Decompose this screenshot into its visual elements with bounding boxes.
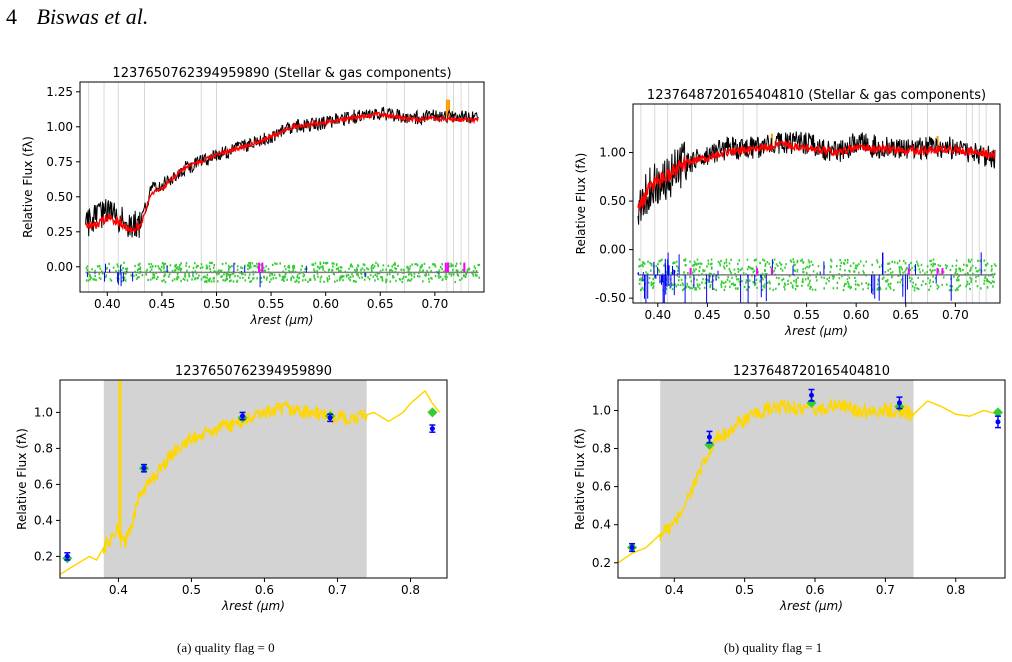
x-tick-label: 0.45: [149, 297, 176, 311]
x-tick-label: 0.45: [694, 308, 721, 322]
running-authors: Biswas et al.: [36, 4, 149, 29]
residual-points: [638, 258, 997, 292]
y-tick-label: 1.0: [34, 405, 53, 419]
x-tick-label: 0.60: [843, 308, 870, 322]
x-tick-label: 0.8: [946, 583, 965, 597]
page-header: 4 Biswas et al.: [6, 4, 148, 30]
photometry-point: [240, 413, 246, 419]
y-tick-label: 0.4: [34, 513, 53, 527]
y-axis-label: Relative Flux (fλ): [573, 428, 587, 530]
x-tick-label: 0.50: [203, 297, 230, 311]
y-tick-label: 1.00: [599, 146, 626, 160]
y-tick-label: 1.0: [592, 403, 611, 417]
synthetic-point: [992, 407, 1003, 418]
x-tick-label: 0.8: [401, 583, 420, 597]
chart-1: 0.40 0.45 0.50 0.55 0.60 0.65 0.70 0.00 0.25 0.50…: [21, 66, 485, 327]
x-tick-label: 0.70: [942, 308, 969, 322]
photometry-point: [629, 545, 635, 551]
x-tick-label: 0.7: [876, 583, 895, 597]
plot-area: [618, 380, 1003, 578]
y-tick-label: 0.00: [599, 243, 626, 257]
y-tick-label: 1.00: [46, 120, 73, 134]
x-tick-label: 0.6: [255, 583, 274, 597]
x-tick-label: 0.55: [258, 297, 285, 311]
x-tick-label: 0.5: [182, 583, 201, 597]
caption-a: (a) quality flag = 0: [177, 640, 275, 655]
y-tick-label: 0.2: [34, 549, 53, 563]
plot-area: [84, 82, 481, 292]
photometry-point: [64, 553, 70, 559]
plot-frame: [79, 81, 485, 293]
y-tick-label: 0.75: [46, 155, 73, 169]
y-tick-label: 0.2: [592, 556, 611, 570]
photometric-spectrum: [618, 398, 999, 564]
y-tick-label: 0.50: [599, 194, 626, 208]
x-tick-label: 0.50: [744, 308, 771, 322]
x-tick-label: 0.65: [892, 308, 919, 322]
y-tick-label: 0.50: [46, 190, 73, 204]
gas-emission-component: [637, 252, 982, 303]
y-axis-label: Relative Flux (fλ): [21, 136, 35, 238]
model-spectrum: [637, 139, 996, 211]
x-axis-label: λrest (μm): [221, 599, 285, 613]
photometry-point: [429, 426, 435, 432]
chart-title: 1237648720165404810: [733, 364, 890, 379]
x-tick-label: 0.40: [94, 297, 121, 311]
model-spectrum: [84, 111, 479, 234]
photometry-point: [327, 415, 333, 421]
x-axis-label: λrest (μm): [779, 599, 843, 613]
photometry-point: [809, 392, 814, 398]
plot-area: [60, 380, 441, 578]
page-number: 4: [6, 4, 17, 29]
chart-title: 1237650762394959890: [175, 364, 332, 379]
plot-frame: [59, 379, 448, 579]
y-axis-label: Relative Flux (fλ): [574, 153, 588, 255]
x-tick-label: 0.4: [109, 583, 128, 597]
chart-2: 0.40 0.45 0.50 0.55 0.60 0.65 0.70 -0.50 0.00 0.5…: [574, 88, 1001, 338]
chart-title: 1237650762394959890 (Stellar & gas compo…: [112, 66, 451, 81]
x-tick-label: 0.6: [805, 583, 824, 597]
x-tick-label: 0.65: [367, 297, 394, 311]
x-tick-label: 0.55: [793, 308, 820, 322]
y-tick-label: -0.50: [595, 291, 626, 305]
photometry-point: [896, 400, 902, 406]
y-tick-label: 0.8: [592, 442, 611, 456]
plot-frame: [632, 103, 1001, 304]
y-tick-label: 0.25: [46, 225, 73, 239]
x-tick-label: 0.7: [328, 583, 347, 597]
chart-3: 0.4 0.5 0.6 0.7 0.8 0.2 0.4 0.6 0.8 1.0 1237650762…: [15, 364, 448, 613]
y-tick-label: 0.8: [34, 441, 53, 455]
x-tick-label: 0.60: [312, 297, 339, 311]
y-tick-label: 1.25: [46, 85, 73, 99]
y-tick-label: 0.6: [592, 480, 611, 494]
spectral-coverage-band: [103, 380, 367, 578]
synthetic-point: [427, 407, 438, 418]
plot-frame: [617, 379, 1006, 579]
x-tick-label: 0.5: [735, 583, 754, 597]
x-tick-label: 0.40: [644, 308, 671, 322]
x-axis-label: λrest (μm): [784, 324, 848, 338]
y-axis-label: Relative Flux (fλ): [15, 428, 29, 530]
plot-area: [637, 104, 997, 303]
caption-b: (b) quality flag = 1: [724, 640, 823, 655]
y-tick-label: 0.4: [592, 518, 611, 532]
chart-title: 1237648720165404810 (Stellar & gas compo…: [647, 88, 986, 103]
x-tick-label: 0.4: [665, 583, 684, 597]
photometry-point: [706, 434, 712, 440]
y-tick-label: 0.00: [46, 260, 73, 274]
x-axis-label: λrest (μm): [250, 313, 314, 327]
photometric-spectrum: [60, 380, 441, 576]
photometry-point: [995, 419, 1001, 425]
x-tick-label: 0.70: [422, 297, 449, 311]
photometry-point: [141, 465, 147, 471]
chart-4: 0.4 0.5 0.6 0.7 0.8 0.2 0.4 0.6 0.8 1.0 1237648720…: [573, 364, 1006, 613]
y-tick-label: 0.6: [34, 477, 53, 491]
gas-emission-component: [86, 262, 439, 288]
